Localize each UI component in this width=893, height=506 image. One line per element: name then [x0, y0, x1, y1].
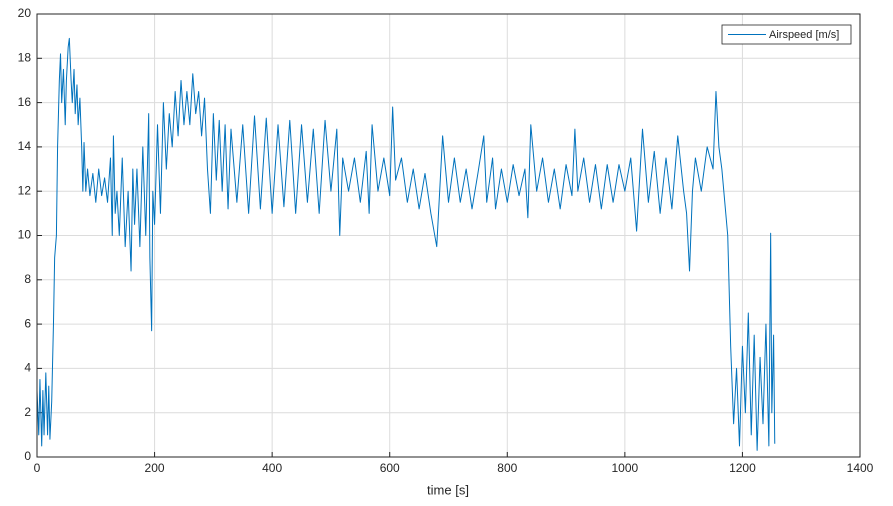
- x-tick-label: 800: [497, 461, 517, 475]
- y-tick-label: 16: [18, 95, 32, 109]
- x-tick-label: 200: [145, 461, 165, 475]
- y-tick-label: 6: [24, 316, 31, 330]
- y-tick-label: 4: [24, 361, 31, 375]
- legend-box: [721, 24, 852, 45]
- legend-label: Airspeed [m/s]: [769, 29, 839, 41]
- y-tick-label: 2: [24, 405, 31, 419]
- y-tick-label: 8: [24, 272, 31, 286]
- y-tick-label: 10: [18, 228, 32, 242]
- x-tick-label: 600: [380, 461, 400, 475]
- x-tick-label: 1400: [847, 461, 874, 475]
- y-tick-label: 20: [18, 6, 32, 20]
- y-tick-label: 0: [24, 449, 31, 463]
- y-tick-label: 12: [18, 183, 32, 197]
- x-tick-label: 400: [262, 461, 282, 475]
- plot-frame: [36, 13, 861, 458]
- x-tick-label: 0: [34, 461, 41, 475]
- y-tick-label: 14: [18, 139, 32, 153]
- x-tick-label: 1000: [612, 461, 639, 475]
- series-line: [36, 37, 776, 451]
- x-tick-label: 1200: [729, 461, 756, 475]
- y-tick-label: 18: [18, 50, 32, 64]
- x-axis-label: time [s]: [427, 482, 469, 497]
